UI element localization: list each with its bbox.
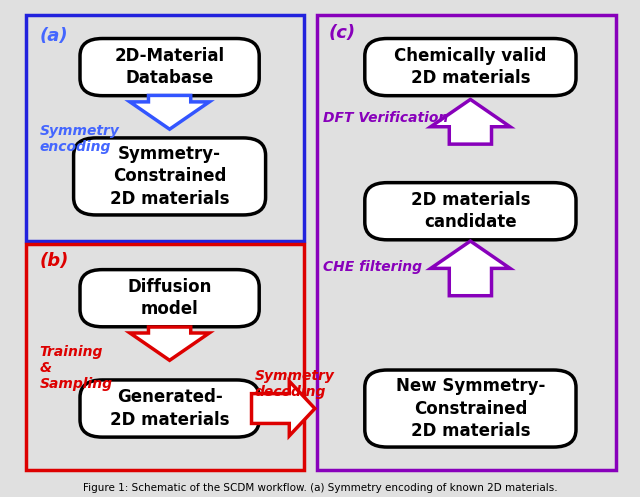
Text: Symmetry-
Constrained
2D materials: Symmetry- Constrained 2D materials [110,145,229,208]
Text: (c): (c) [328,24,355,42]
FancyBboxPatch shape [317,15,616,470]
Text: Diffusion
model: Diffusion model [127,278,212,318]
FancyBboxPatch shape [365,370,576,447]
FancyBboxPatch shape [365,38,576,95]
Polygon shape [130,327,209,360]
Text: Symmetry
decoding: Symmetry decoding [255,369,335,399]
FancyBboxPatch shape [26,15,304,241]
Text: Figure 1: Schematic of the SCDM workflow. (a) Symmetry encoding of known 2D mate: Figure 1: Schematic of the SCDM workflow… [83,483,557,493]
Text: New Symmetry-
Constrained
2D materials: New Symmetry- Constrained 2D materials [396,377,545,440]
FancyBboxPatch shape [365,183,576,240]
Text: DFT Verification: DFT Verification [323,111,449,125]
Text: 2D materials
candidate: 2D materials candidate [411,191,530,231]
Text: CHE filtering: CHE filtering [323,260,422,274]
Polygon shape [252,381,315,436]
Text: Symmetry
encoding: Symmetry encoding [40,124,120,155]
Text: Generated-
2D materials: Generated- 2D materials [110,389,229,428]
FancyBboxPatch shape [80,380,259,437]
Text: 2D-Material
Database: 2D-Material Database [115,47,225,87]
Polygon shape [130,95,209,129]
Text: Training
&
Sampling: Training & Sampling [40,345,113,391]
Polygon shape [431,241,510,296]
FancyBboxPatch shape [80,269,259,327]
FancyBboxPatch shape [26,244,304,470]
Text: (a): (a) [40,27,68,45]
Polygon shape [431,99,510,144]
FancyBboxPatch shape [74,138,266,215]
FancyBboxPatch shape [80,38,259,95]
Text: Chemically valid
2D materials: Chemically valid 2D materials [394,47,547,87]
Text: (b): (b) [40,252,69,270]
